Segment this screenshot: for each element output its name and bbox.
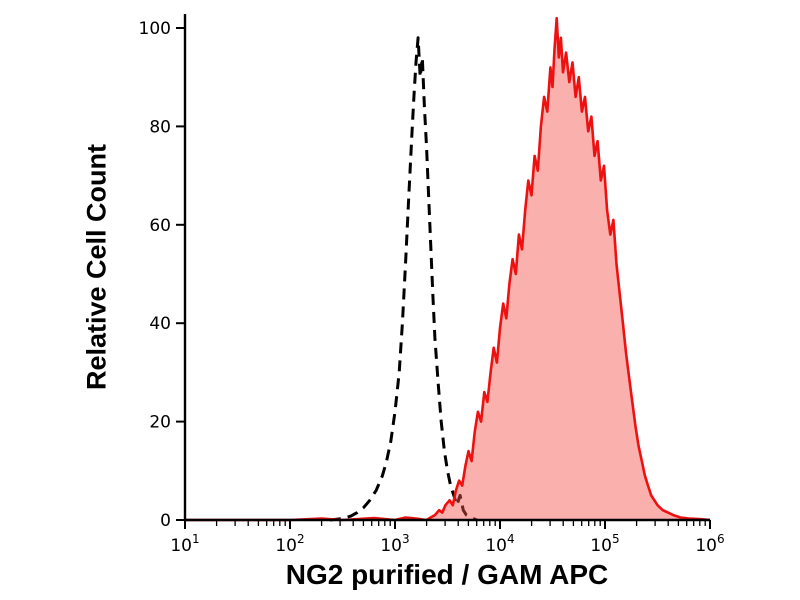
stained-curve-fill [185,18,710,520]
x-tick-label: 103 [380,532,409,556]
y-tick-label: 0 [160,511,171,531]
stained-curve [185,16,711,522]
x-axis-title: NG2 purified / GAM APC [285,559,609,590]
y-tick-label: 40 [149,314,171,334]
x-tick-label: 101 [170,532,199,556]
y-tick-label: 20 [149,413,171,433]
y-tick-label: 100 [139,19,171,39]
y-tick-label: 80 [149,117,171,137]
x-tick-label: 105 [590,532,619,556]
x-tick-label: 102 [275,532,304,556]
y-tick-label: 60 [149,216,171,236]
x-tick-label: 104 [485,532,514,556]
control-curve [329,36,478,522]
x-tick-label: 106 [695,532,724,556]
y-axis-title: Relative Cell Count [81,143,112,391]
